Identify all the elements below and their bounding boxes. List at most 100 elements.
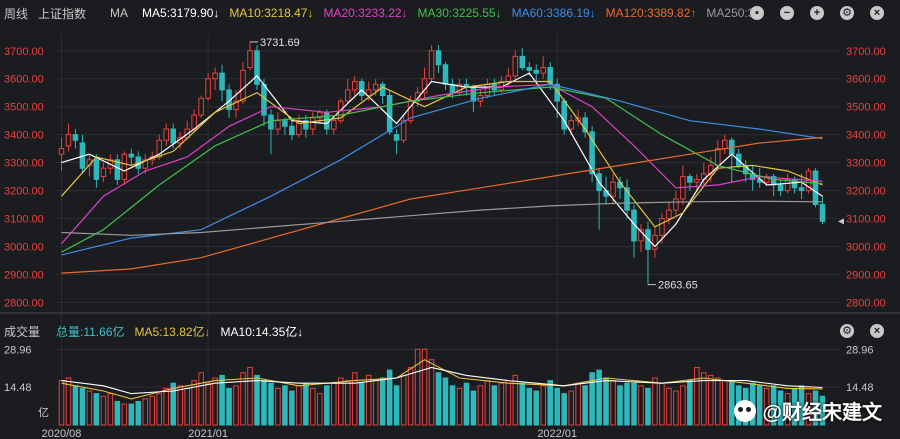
ma-line-ma120 [61,136,823,274]
volume-tick-left: 14.48 [4,382,32,394]
volume-bar [463,382,470,426]
price-tick-right: 3300.00 [846,158,886,170]
candle-body [58,148,65,155]
volume-bar [596,369,602,426]
volume-bar [708,374,714,426]
extreme-label: 3731.69 [260,37,300,49]
weibo-logo-icon [734,399,757,422]
volume-bar [715,377,721,426]
candle-body [526,67,533,71]
candle-body [372,83,379,91]
volume-bar [533,390,540,426]
volume-bar [547,380,553,426]
ma-line-ma30 [61,86,823,253]
price-tick-right: 3000.00 [846,241,886,253]
volume-bar [310,387,316,426]
volume-label[interactable]: 成交量 [4,324,41,339]
candle-body [582,117,588,133]
volume-bar [114,400,121,426]
index-name[interactable]: 上证指数 [38,6,87,21]
candle-body [191,114,197,130]
candle-body [317,111,323,119]
volume-bar [540,385,547,426]
price-tick-left: 3300.00 [4,158,44,170]
volume-legend: 成交量 总量:11.66亿 MA5:13.82亿↓ MA10:14.35亿↓ ⚙… [0,320,900,342]
zoom-in-icon[interactable]: + [810,6,824,20]
candle-body [777,184,784,192]
candle-body [533,69,540,74]
volume-bar [784,393,791,426]
zoom-out-icon[interactable]: − [780,6,794,20]
volume-ma-line-ma10 [61,366,823,395]
volume-bar [582,385,588,426]
candle-body [484,83,491,97]
candle-body [212,72,218,80]
ma60-value: MA60:3386.19↓ [511,6,596,20]
ma-line-ma10 [61,80,823,228]
candle-body [247,50,253,69]
candle-body [819,204,826,222]
ma20-value: MA20:3233.22↓ [323,6,408,20]
ma-line-ma20 [61,83,823,245]
ma30-value: MA30:3225.55↓ [417,6,502,20]
candle-body [812,170,819,206]
volume-bar [177,385,183,426]
candle-body [414,92,421,102]
volume-bar [365,374,372,426]
volume-bar [659,382,665,426]
candle-body [561,100,567,130]
volume-bar [58,380,65,426]
volume-bar [282,385,288,426]
candle-body [65,134,72,147]
pane-divider [0,312,900,314]
close-icon[interactable]: × [870,324,884,338]
price-tick-right: 3600.00 [846,74,886,86]
candle-body [219,72,225,91]
candle-body [93,159,100,180]
lock-icon[interactable]: ▪ [750,6,764,20]
volume-bar [561,393,567,426]
volume-bar [442,377,449,426]
price-tick-left: 3000.00 [4,241,44,253]
volume-bar [756,385,763,426]
candle-body [540,67,547,74]
volume-bar [687,380,693,426]
price-tick-left: 2800.00 [4,297,44,309]
volume-bar [449,385,456,426]
price-tick-right: 2900.00 [846,269,886,281]
volume-bar [666,387,672,426]
candle-body [72,134,79,141]
price-tick-right: 3100.00 [846,214,886,226]
volume-bar [505,380,512,426]
volume-bar [645,387,651,426]
volume-bar [233,385,239,426]
ma250-value: MA250:3 [706,6,755,20]
candle-body [331,120,337,130]
candle-body [589,131,595,175]
candle-body [268,114,274,130]
volume-bar [519,382,526,426]
settings-icon[interactable]: ⚙ [840,6,854,20]
volume-bar [254,374,260,426]
candle-body [184,128,190,138]
settings-icon[interactable]: ⚙ [840,324,854,338]
period-label[interactable]: 周线 [4,6,29,21]
ma120-value: MA120:3389.82↑ [605,6,697,20]
volume-bar [128,403,135,426]
date-tick: 2022/01 [537,428,577,439]
volume-bar [372,380,379,426]
volume-bar [386,369,393,426]
volume-bar [393,385,400,426]
volume-bar [268,382,274,426]
candle-body [673,198,679,211]
volume-bar [163,387,169,426]
volume-bar [414,348,421,426]
candle-body [505,75,512,83]
volume-tick-right: 28.96 [846,344,874,356]
volume-bar [421,348,428,426]
volume-bar [575,382,581,426]
price-tick-left: 2900.00 [4,269,44,281]
ma-label[interactable]: MA [110,6,129,20]
close-icon[interactable]: × [870,6,884,20]
